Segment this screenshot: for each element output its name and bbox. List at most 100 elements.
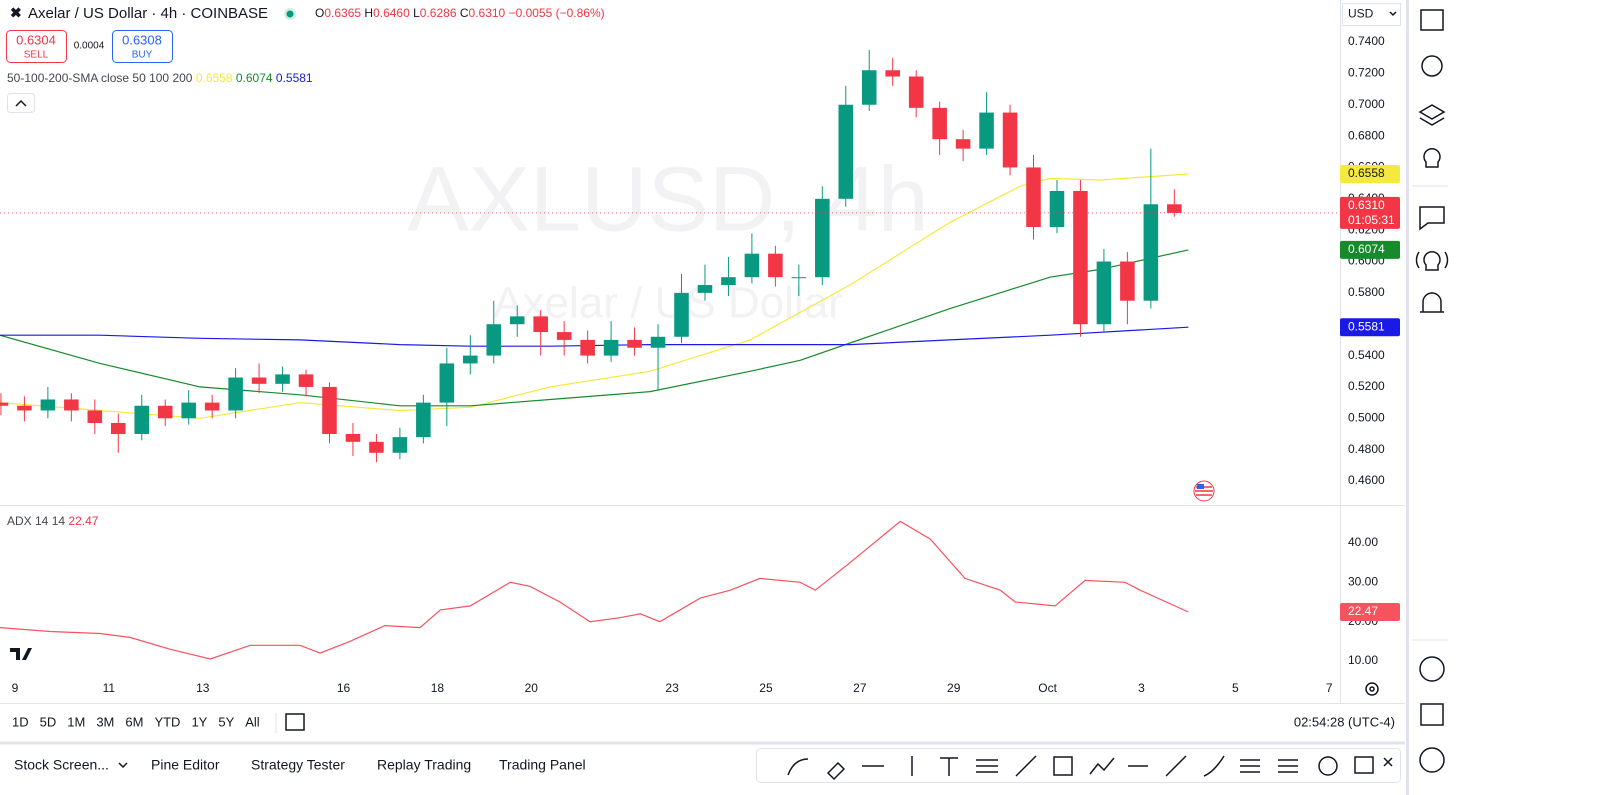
timeframe-button[interactable]: 1D [12, 714, 29, 729]
candle-body [181, 402, 196, 419]
tool-fib[interactable] [976, 759, 998, 773]
tool-trend[interactable] [1015, 755, 1037, 777]
tool-pitch[interactable] [1240, 759, 1260, 773]
help-icon[interactable] [1419, 747, 1445, 773]
timeframe-button[interactable]: 1M [67, 714, 85, 729]
candle-body [17, 405, 32, 411]
candle-body [345, 433, 361, 442]
target-icon[interactable] [1419, 656, 1445, 682]
alerts-icon[interactable] [1421, 55, 1443, 77]
settings-icon-center [1369, 686, 1375, 692]
countdown: 01:05:31 [1348, 213, 1395, 227]
tool-measure[interactable] [1318, 756, 1338, 776]
x-tick-label: 18 [431, 681, 445, 695]
chevron-icon [15, 99, 27, 107]
candle-body [955, 139, 971, 149]
tool-rect[interactable] [1053, 756, 1073, 776]
candle-body [580, 339, 595, 356]
timeframe-button[interactable]: All [245, 714, 260, 729]
indicator-line [0, 249, 1189, 407]
panel-tab[interactable]: Pine Editor [151, 757, 220, 773]
ideas-icon[interactable] [1423, 147, 1441, 168]
tool-path[interactable] [1089, 757, 1115, 775]
x-tick-label: 11 [103, 681, 116, 695]
candle-body [979, 112, 994, 149]
settings-icon[interactable] [1365, 682, 1379, 696]
logo [10, 648, 32, 660]
timeframe-button[interactable]: 6M [125, 714, 143, 729]
change: −0.0055 (−0.86%) [509, 6, 605, 20]
date-range-icon[interactable] [285, 713, 305, 731]
candle-body [1167, 204, 1182, 213]
watchlist-icon[interactable] [1420, 9, 1444, 31]
x-tick-label: 16 [337, 681, 351, 695]
tool-note[interactable] [1354, 756, 1374, 774]
sma-name: 50-100-200-SMA close 50 100 200 [7, 71, 193, 85]
ohlc-value: 0.6310 [469, 6, 506, 20]
drawing-tools [787, 755, 1393, 781]
timeframe-button[interactable]: 3M [96, 714, 114, 729]
tool-pen[interactable] [1165, 755, 1187, 777]
flag-canton [1197, 484, 1204, 489]
candle-body [533, 316, 548, 333]
sell-price: 0.6304 [16, 32, 56, 47]
candle-body [908, 76, 924, 108]
candle-body [275, 374, 290, 384]
x-tick-label: 13 [196, 681, 210, 695]
layers-icon[interactable] [1418, 104, 1446, 126]
notifications-icon[interactable] [1420, 292, 1444, 313]
timeframe-button[interactable]: 1Y [191, 714, 207, 729]
calendar-icon[interactable] [1420, 703, 1444, 726]
ohlc-value: 0.6286 [420, 6, 457, 20]
clock: 02:54:28 (UTC-4) [1294, 714, 1395, 729]
candle-body [885, 70, 900, 77]
tool-forecast[interactable] [1278, 759, 1298, 773]
candle-body [64, 399, 79, 411]
tool-eraser[interactable] [826, 761, 846, 781]
panel-tab[interactable]: Trading Panel [499, 757, 586, 773]
candle-body [603, 339, 619, 356]
y-tick-label: 0.7400 [1348, 34, 1385, 48]
close-icon[interactable]: ✖ [10, 5, 22, 21]
indicator-line [0, 520, 1189, 660]
tool-curve[interactable] [1203, 755, 1225, 777]
tool-brush[interactable] [787, 758, 809, 776]
adx-value: 22.47 [68, 514, 98, 528]
timeframe-button[interactable]: YTD [154, 714, 180, 729]
y-tick-label: 10.00 [1348, 653, 1378, 667]
sma-value: 0.6074 [236, 71, 273, 85]
panel-tab[interactable]: Stock Screen... [14, 757, 109, 773]
buy-button[interactable] [112, 30, 173, 63]
candle-body [650, 336, 666, 348]
watermark-name: Axelar / US Dollar [493, 279, 843, 328]
currency: USD [1348, 7, 1374, 21]
candle-body [1026, 167, 1041, 228]
chat-icon[interactable] [1419, 206, 1445, 231]
currency-select[interactable] [1342, 3, 1401, 26]
collapse-button[interactable] [7, 93, 35, 113]
sell-button[interactable] [6, 30, 67, 63]
streams-icon[interactable] [1415, 250, 1449, 271]
candle-body [134, 405, 150, 434]
tab-dropdown[interactable] [118, 762, 128, 769]
tool-close[interactable] [1383, 757, 1393, 767]
x-tick-label: 29 [947, 681, 961, 695]
panel-tab[interactable]: Strategy Tester [251, 757, 345, 773]
adx-name: ADX 14 14 [7, 514, 65, 528]
panel-tab[interactable]: Replay Trading [377, 757, 471, 773]
y-tick-label: 0.4600 [1348, 473, 1385, 487]
candle-body [416, 402, 431, 438]
timeframe-button[interactable]: 5D [40, 714, 57, 729]
buy-label: BUY [132, 50, 153, 61]
price-badge [1340, 318, 1400, 337]
sell-label: SELL [24, 50, 49, 61]
timeframe-bar: 1D 5D 1M 3M 6M YTD 1Y 5Y All [12, 714, 260, 729]
candle-body [697, 285, 713, 293]
sma-value: 0.6558 [196, 71, 233, 85]
candle-body [838, 104, 854, 199]
candle-body [1073, 190, 1088, 325]
candle-body [721, 277, 736, 286]
price-badge-label: 0.6310 [1348, 198, 1385, 212]
tool-text[interactable] [940, 757, 958, 776]
timeframe-button[interactable]: 5Y [218, 714, 234, 729]
